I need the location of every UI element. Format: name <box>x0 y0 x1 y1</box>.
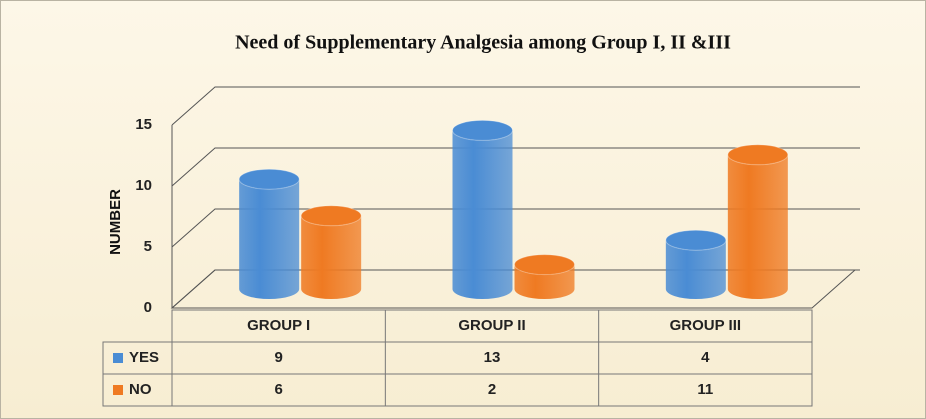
bar <box>665 240 726 299</box>
y-axis-label: NUMBER <box>107 189 124 255</box>
data-label: 4 <box>701 349 710 366</box>
bar <box>452 130 513 299</box>
bar-top <box>514 254 575 276</box>
bar <box>514 264 575 299</box>
bar <box>727 154 788 299</box>
x-tick-label: GROUP I <box>247 317 310 334</box>
chart-title: Need of Supplementary Analgesia among Gr… <box>235 32 731 54</box>
y-tick-label: 10 <box>135 177 152 194</box>
grid-line <box>171 208 860 248</box>
bar-top <box>452 119 513 141</box>
y-tick-label: 5 <box>144 238 152 255</box>
legend-label: NO <box>129 381 152 398</box>
y-tick-label: 0 <box>144 299 152 316</box>
y-tick-label: 15 <box>135 116 152 133</box>
data-label: 6 <box>274 381 282 398</box>
bar-top <box>727 144 789 166</box>
data-label: 11 <box>697 381 713 398</box>
bar-top <box>300 205 362 227</box>
data-label: 2 <box>488 381 496 398</box>
bar <box>239 179 300 299</box>
x-tick-label: GROUP II <box>458 317 525 334</box>
grid-line <box>171 269 860 309</box>
grid-line <box>171 147 860 187</box>
legend-label: YES <box>129 349 159 366</box>
bar-top <box>238 168 300 190</box>
data-label: 9 <box>274 349 282 366</box>
bar-top <box>665 229 727 251</box>
legend-swatch <box>113 385 123 395</box>
legend-swatch <box>113 353 123 363</box>
data-label: 13 <box>484 349 501 366</box>
x-tick-label: GROUP III <box>670 317 741 334</box>
grid-line <box>171 86 860 126</box>
bar <box>301 215 362 299</box>
